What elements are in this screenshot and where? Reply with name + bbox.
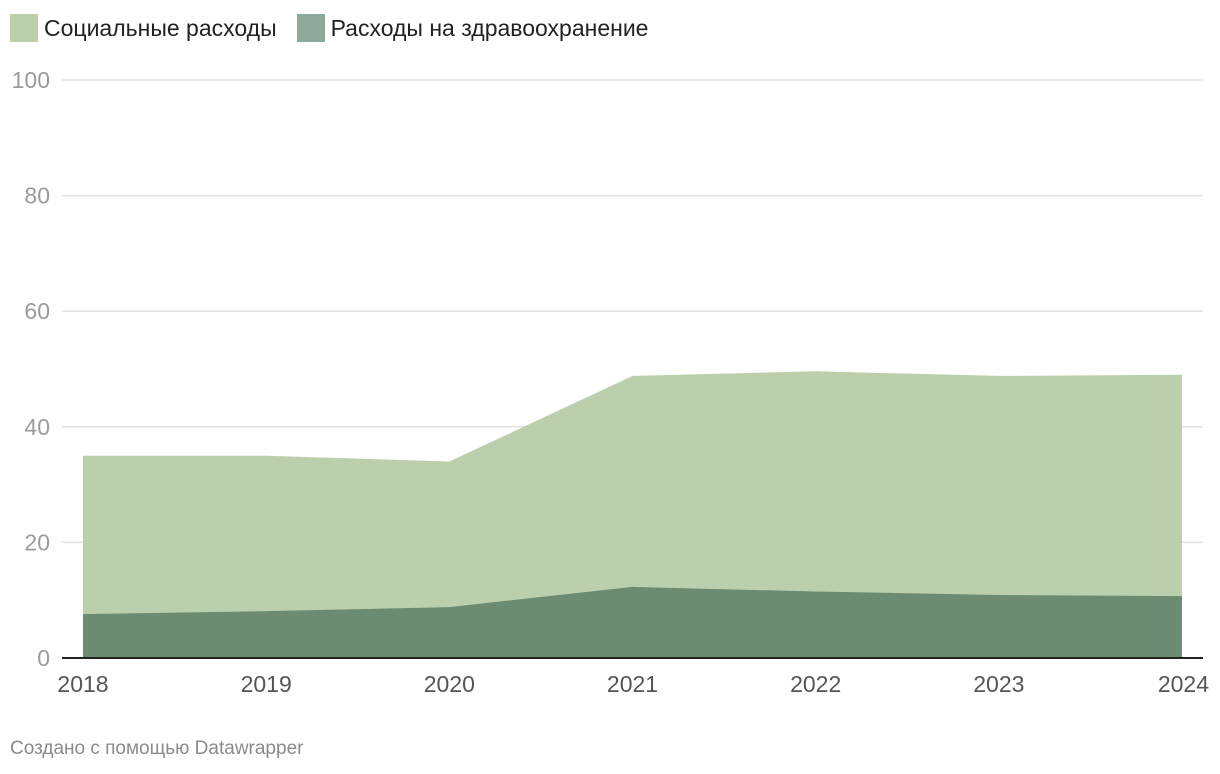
chart-legend: Социальные расходы Расходы на здравоохра… [10, 12, 668, 44]
x-tick-label: 2019 [241, 671, 292, 697]
x-tick-label: 2023 [973, 671, 1024, 697]
legend-item-social: Социальные расходы [10, 14, 277, 42]
y-axis-labels: 0 20 40 60 80 100 [12, 67, 50, 671]
x-tick-label: 2024 [1158, 671, 1209, 697]
x-tick-label: 2018 [57, 671, 108, 697]
x-tick-label: 2020 [424, 671, 475, 697]
legend-swatch-social [10, 14, 38, 42]
legend-label-social: Социальные расходы [44, 14, 277, 41]
y-tick-label: 60 [24, 298, 50, 324]
y-tick-label: 100 [12, 67, 50, 93]
y-tick-label: 20 [24, 529, 50, 555]
legend-label-health: Расходы на здравоохранение [330, 14, 649, 41]
y-tick-label: 80 [24, 183, 50, 209]
x-axis-labels: 2018 2019 2020 2021 2022 2023 2024 [57, 671, 1209, 697]
y-tick-label: 40 [24, 414, 50, 440]
x-tick-label: 2022 [790, 671, 841, 697]
x-tick-label: 2021 [607, 671, 658, 697]
y-tick-label: 0 [37, 645, 50, 671]
legend-swatch-health [296, 14, 325, 42]
area-social-spending [83, 371, 1182, 658]
legend-item-health: Расходы на здравоохранение [296, 14, 649, 42]
area-health-spending [83, 586, 1182, 658]
areas [83, 371, 1182, 658]
footer-credit: Создано с помощью Datawrapper [10, 738, 304, 759]
